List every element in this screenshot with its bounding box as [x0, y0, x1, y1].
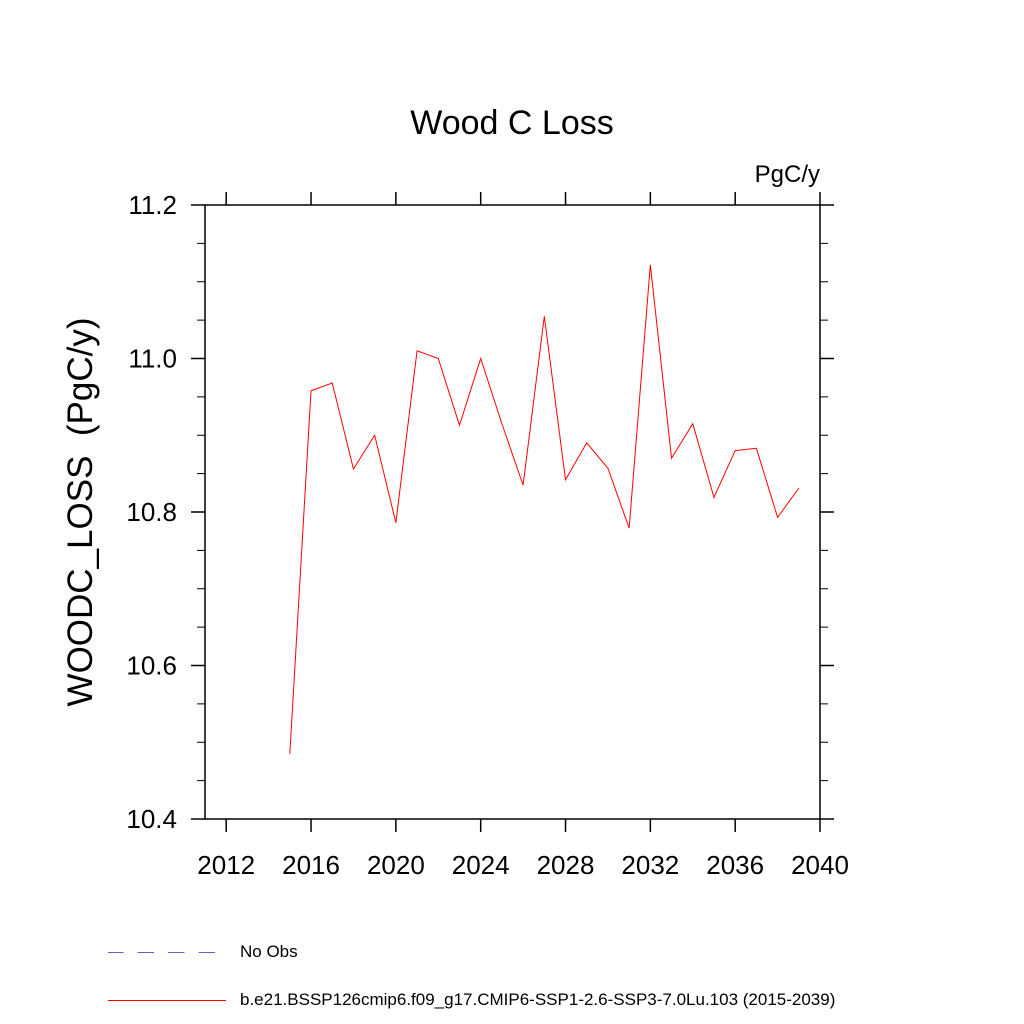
legend-item-model: b.e21.BSSP126cmip6.f09_g17.CMIP6-SSP1-2.… [108, 990, 835, 1010]
legend-item-no-obs: No Obs [108, 942, 298, 962]
legend-label-model: b.e21.BSSP126cmip6.f09_g17.CMIP6-SSP1-2.… [240, 990, 836, 1009]
x-tick-label: 2020 [367, 850, 425, 880]
chart-title: Wood C Loss [410, 104, 613, 142]
y-tick-label: 10.4 [126, 804, 177, 834]
series-group [289, 264, 800, 754]
x-tick-label: 2028 [537, 850, 595, 880]
x-tick-label: 2032 [621, 850, 679, 880]
x-tick-label: 2012 [197, 850, 255, 880]
legend-label-no-obs: No Obs [240, 942, 298, 961]
y-tick-label: 11.0 [128, 344, 177, 374]
y-axis-label: WOODC_LOSS (PgC/y) [61, 318, 100, 707]
x-tick-label: 2036 [706, 850, 764, 880]
units-label: PgC/y [755, 161, 820, 188]
x-tick-label: 2016 [282, 850, 340, 880]
x-tick-label: 2024 [452, 850, 510, 880]
y-tick-label: 10.8 [126, 497, 177, 527]
y-axis-ticks: 10.4 10.6 10.8 11.0 11.2 [126, 190, 834, 834]
y-tick-label: 10.6 [126, 651, 177, 681]
plot-frame [204, 204, 821, 820]
legend-swatch-dashed [108, 951, 226, 953]
series-line [289, 264, 800, 754]
y-tick-label: 11.2 [128, 190, 177, 220]
legend-swatch-solid [108, 999, 226, 1001]
x-tick-label: 2040 [791, 850, 849, 880]
x-axis-ticks: 2012 2016 2020 2024 2028 2032 2036 2040 [197, 192, 849, 880]
